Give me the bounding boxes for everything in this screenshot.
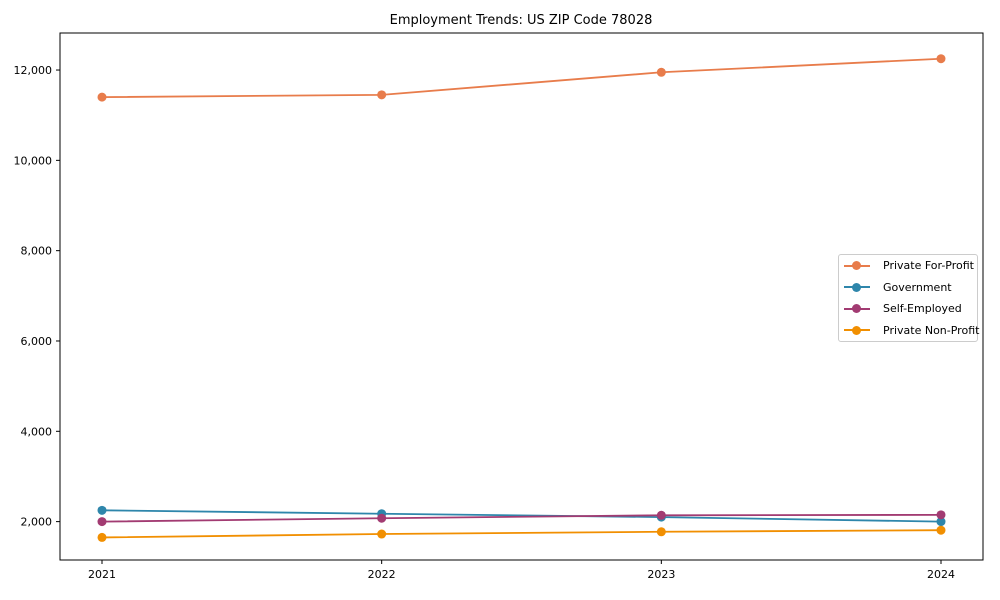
series-point-self-employed-2022: [377, 513, 387, 523]
series-point-private-non-profit-2023: [656, 527, 666, 537]
legend-marker-icon: [844, 304, 870, 314]
legend-label: Government: [883, 280, 952, 294]
legend-label: Self-Employed: [883, 302, 962, 316]
legend-item-self-employed: Self-Employed: [844, 298, 977, 320]
series-point-private-for-profit-2023: [656, 67, 666, 77]
legend-item-private-for-profit: Private For-Profit: [844, 255, 977, 277]
y-tick-label: 6,000: [21, 335, 53, 348]
x-tick-label-2021: 2021: [88, 568, 116, 581]
series-point-private-for-profit-2022: [377, 90, 387, 100]
y-tick-label: 2,000: [21, 516, 53, 529]
series-line-private-for-profit: [101, 57, 942, 99]
legend-marker-icon: [844, 282, 870, 292]
legend-dot-icon: [852, 304, 861, 314]
legend-item-private-non-profit: Private Non-Profit: [844, 320, 980, 342]
series-line-government: [101, 509, 942, 523]
y-tick-label: 4,000: [21, 425, 53, 438]
legend-label: Private For-Profit: [883, 259, 974, 273]
series-point-self-employed-2021: [97, 517, 107, 527]
series-point-private-non-profit-2021: [97, 532, 107, 542]
series-point-government-2024: [936, 517, 946, 527]
legend-dot-icon: [852, 282, 861, 292]
legend-dot-icon: [852, 261, 861, 271]
chart-title: Employment Trends: US ZIP Code 78028: [390, 13, 653, 28]
series-point-government-2021: [97, 505, 107, 515]
y-tick-label: 10,000: [14, 154, 53, 167]
legend-marker-icon: [844, 261, 870, 271]
x-tick-label-2024: 2024: [927, 568, 955, 581]
y-tick-label: 12,000: [14, 64, 53, 77]
legend-marker-icon: [844, 325, 870, 335]
x-tick-label-2023: 2023: [647, 568, 675, 581]
data-series: [97, 54, 946, 542]
y-tick-label: 8,000: [21, 245, 53, 258]
x-tick-label-2022: 2022: [368, 568, 396, 581]
y-axis: 2,000 4,000 6,000 8,000 10,000 12,000: [14, 64, 60, 529]
legend: Private For-Profit Government Self-Employe…: [838, 254, 980, 342]
series-point-self-employed-2024: [936, 510, 946, 520]
series-point-private-for-profit-2021: [97, 92, 107, 102]
series-point-private-non-profit-2022: [377, 529, 387, 539]
plot-area-border: [59, 32, 984, 561]
x-axis: 2021 2022 2023 2024: [88, 560, 955, 581]
series-point-self-employed-2023: [656, 510, 666, 520]
legend-dot-icon: [852, 325, 861, 335]
series-point-private-for-profit-2024: [936, 54, 946, 64]
legend-item-government: Government: [844, 277, 977, 299]
legend-label: Private Non-Profit: [883, 323, 980, 337]
series-line-self-employed: [101, 513, 942, 523]
series-line-private-non-profit: [101, 529, 942, 539]
series-point-private-non-profit-2024: [936, 525, 946, 535]
